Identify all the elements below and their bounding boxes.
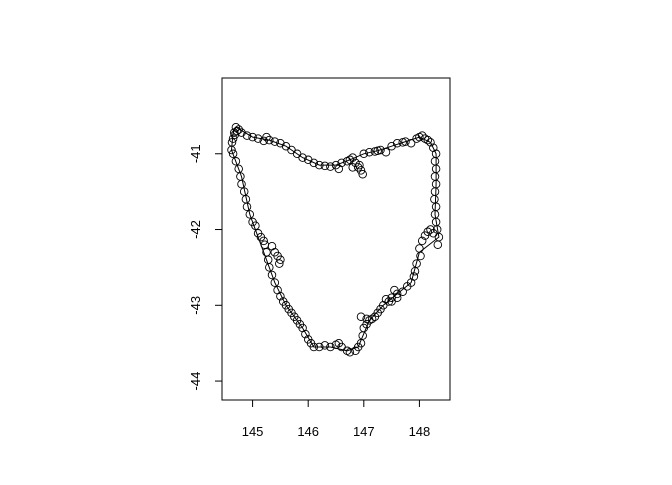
data-point	[290, 312, 299, 321]
data-point	[270, 278, 280, 287]
data-point	[253, 134, 263, 143]
data-point	[406, 138, 416, 148]
data-point	[253, 229, 263, 238]
coastline-outline	[230, 126, 440, 352]
data-point	[320, 341, 330, 350]
data-point	[262, 132, 271, 142]
data-point	[265, 135, 274, 145]
data-point	[315, 342, 324, 352]
data-point	[228, 149, 238, 159]
data-point	[356, 312, 366, 321]
data-point	[334, 338, 344, 348]
data-point	[416, 251, 425, 261]
data-point	[248, 217, 257, 227]
data-point	[433, 240, 443, 249]
data-point	[362, 314, 371, 324]
data-point	[267, 270, 277, 280]
data-point	[237, 179, 246, 189]
data-point	[245, 210, 255, 219]
data-point	[381, 294, 391, 304]
y-axis: -41 -42 -43 -44	[188, 144, 223, 391]
x-tick-label: 146	[297, 424, 319, 439]
y-tick-label: -42	[188, 220, 203, 239]
data-point	[242, 131, 252, 140]
data-point	[242, 202, 252, 212]
plot-frame	[221, 77, 451, 401]
data-point	[423, 135, 433, 145]
data-point	[430, 172, 440, 181]
data-point	[231, 157, 241, 166]
data-point	[337, 158, 346, 168]
data-points	[227, 122, 444, 357]
data-point	[275, 259, 284, 268]
data-point	[426, 138, 435, 147]
data-point	[351, 346, 360, 356]
data-point	[356, 166, 366, 175]
data-point	[326, 162, 335, 171]
data-point	[278, 297, 288, 306]
data-point	[398, 287, 407, 296]
data-point	[234, 164, 243, 174]
data-point	[392, 293, 402, 302]
data-point	[248, 132, 257, 142]
data-point	[227, 138, 237, 147]
data-point	[358, 169, 367, 179]
data-point	[401, 137, 410, 146]
data-point	[326, 342, 335, 352]
data-point	[359, 149, 369, 159]
y-tick-label: -44	[188, 372, 203, 391]
data-point	[309, 158, 319, 168]
data-point	[381, 147, 391, 157]
data-point	[417, 236, 427, 246]
data-point	[234, 125, 243, 134]
data-point	[303, 335, 313, 344]
data-point	[417, 131, 427, 140]
data-point	[348, 163, 357, 172]
data-point	[392, 138, 402, 148]
data-point	[410, 266, 420, 276]
data-point	[376, 145, 385, 155]
y-tick-label: -43	[188, 296, 203, 315]
data-point	[320, 161, 330, 171]
x-tick-label: 147	[353, 424, 375, 439]
data-point	[228, 134, 238, 143]
x-tick-label: 145	[242, 424, 264, 439]
data-point	[239, 187, 249, 196]
data-point	[229, 128, 239, 137]
data-point	[353, 163, 363, 172]
data-point	[315, 160, 324, 170]
data-point	[387, 141, 396, 151]
data-point	[284, 304, 293, 314]
data-point	[276, 255, 285, 265]
data-point	[367, 314, 377, 324]
data-point	[298, 153, 307, 162]
data-point	[276, 138, 285, 148]
data-point	[430, 194, 439, 204]
data-point	[415, 244, 424, 253]
data-point	[263, 255, 273, 265]
data-point	[365, 147, 374, 157]
y-tick-label: -41	[188, 144, 203, 163]
data-point	[390, 285, 399, 295]
data-point	[270, 137, 280, 146]
data-point	[402, 282, 412, 291]
x-tick-label: 148	[409, 424, 431, 439]
data-point	[426, 225, 435, 234]
data-point	[273, 285, 282, 295]
x-axis: 145 146 147 148	[242, 399, 431, 439]
data-point	[431, 202, 441, 212]
data-point	[430, 187, 440, 196]
data-point	[348, 153, 357, 162]
data-point	[430, 157, 440, 166]
data-point	[420, 231, 430, 240]
